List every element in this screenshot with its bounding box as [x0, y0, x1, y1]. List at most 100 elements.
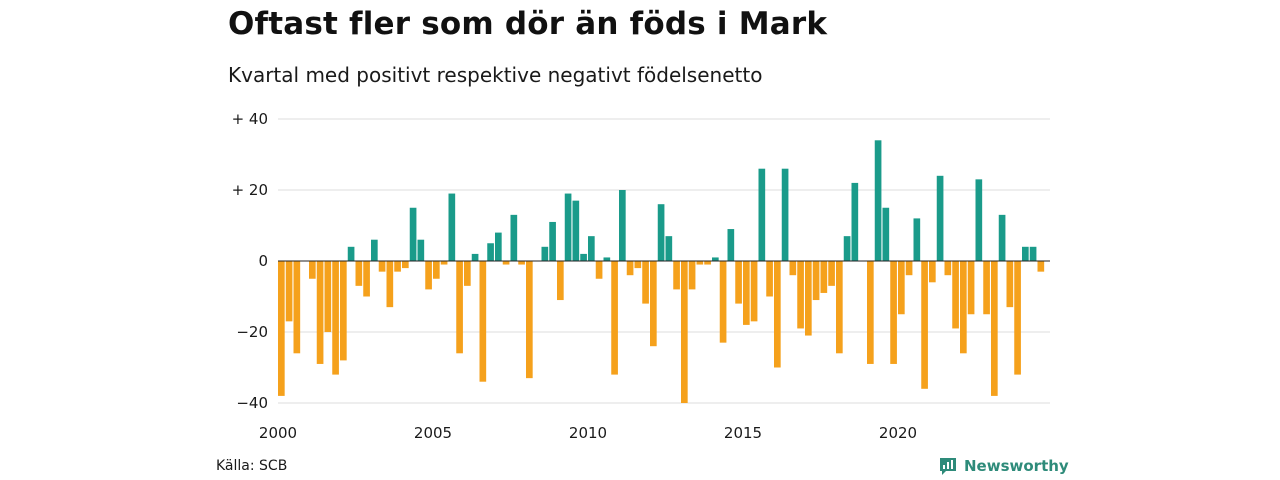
bar [952, 261, 959, 329]
bar [340, 261, 347, 361]
bar [440, 261, 448, 265]
bar [386, 261, 394, 308]
y-tick-label: 0 [258, 252, 268, 270]
bar [1014, 261, 1021, 375]
bar [572, 200, 580, 261]
bar [681, 261, 688, 403]
bar [588, 236, 595, 261]
bar [836, 261, 843, 354]
bar [929, 261, 936, 283]
x-tick-label: 2000 [259, 424, 297, 442]
bar [355, 261, 363, 286]
chart-title: Oftast fler som dör än föds i Mark [228, 6, 828, 42]
bar [797, 261, 804, 329]
x-tick-label: 2020 [879, 424, 917, 442]
bar [549, 221, 556, 261]
bar [595, 261, 603, 279]
bar [626, 261, 634, 276]
bar [425, 261, 432, 290]
bar [316, 261, 324, 364]
x-tick-label: 2015 [724, 424, 762, 442]
bar [309, 261, 316, 279]
bar [998, 214, 1006, 261]
bar [983, 261, 990, 315]
bar [1022, 246, 1029, 261]
bar [774, 261, 781, 368]
bar [409, 207, 417, 261]
x-axis-labels: 2000 2005 2010 2015 2020 [259, 424, 917, 442]
bar [673, 261, 680, 290]
bar [704, 261, 711, 265]
bar [735, 261, 742, 304]
bar [371, 239, 378, 261]
bar [944, 261, 952, 276]
brand-name: Newsworthy [964, 457, 1069, 475]
bar [479, 261, 487, 382]
bar [828, 261, 835, 286]
bar [417, 239, 425, 261]
bar [991, 261, 998, 396]
bar [898, 261, 905, 315]
bar [347, 246, 355, 261]
bar [378, 261, 386, 272]
bar [456, 261, 463, 354]
bar [789, 261, 797, 276]
y-tick-label: −40 [236, 394, 268, 412]
bar [712, 257, 719, 261]
x-tick-label: 2005 [414, 424, 452, 442]
bar [293, 261, 301, 354]
bar [967, 261, 975, 315]
bar [526, 261, 533, 379]
bar [464, 261, 471, 286]
bar [332, 261, 339, 375]
bar [665, 236, 673, 261]
bar [619, 190, 626, 261]
bar [324, 261, 332, 332]
bar [688, 261, 696, 290]
bar [1037, 261, 1045, 272]
bar [564, 193, 572, 261]
bar [743, 261, 750, 325]
bar [495, 232, 502, 261]
bar [502, 261, 510, 265]
newsworthy-icon [940, 458, 956, 475]
bar [843, 236, 851, 261]
bar [657, 204, 665, 261]
bar [851, 182, 859, 261]
bar [696, 261, 704, 265]
bar [820, 261, 828, 293]
bar [541, 246, 549, 261]
bar [727, 229, 735, 261]
bar [766, 261, 773, 297]
bar [285, 261, 293, 322]
bar [402, 261, 409, 269]
bar [975, 179, 983, 261]
bar [905, 261, 913, 276]
bar [1029, 246, 1037, 261]
bar [936, 175, 944, 261]
bar [363, 261, 370, 297]
bar [580, 253, 587, 261]
bar [518, 261, 525, 265]
bar [781, 168, 789, 261]
bar [510, 214, 518, 261]
bar [394, 261, 401, 272]
bar [921, 261, 928, 389]
newsworthy-logo[interactable]: Newsworthy [938, 456, 1069, 476]
y-tick-label: −20 [236, 323, 268, 341]
bar [874, 140, 882, 261]
bar [278, 261, 285, 396]
y-tick-label: + 40 [232, 110, 268, 128]
bar [812, 261, 820, 301]
bar [433, 261, 440, 279]
bar [448, 193, 456, 261]
bar [471, 253, 479, 261]
bar [805, 261, 812, 336]
y-axis-labels: + 40 + 20 0 −20 −40 [232, 110, 268, 412]
bar [557, 261, 564, 301]
bar [890, 261, 897, 364]
bar [650, 261, 657, 347]
bar [867, 261, 874, 364]
bar [1006, 261, 1014, 308]
